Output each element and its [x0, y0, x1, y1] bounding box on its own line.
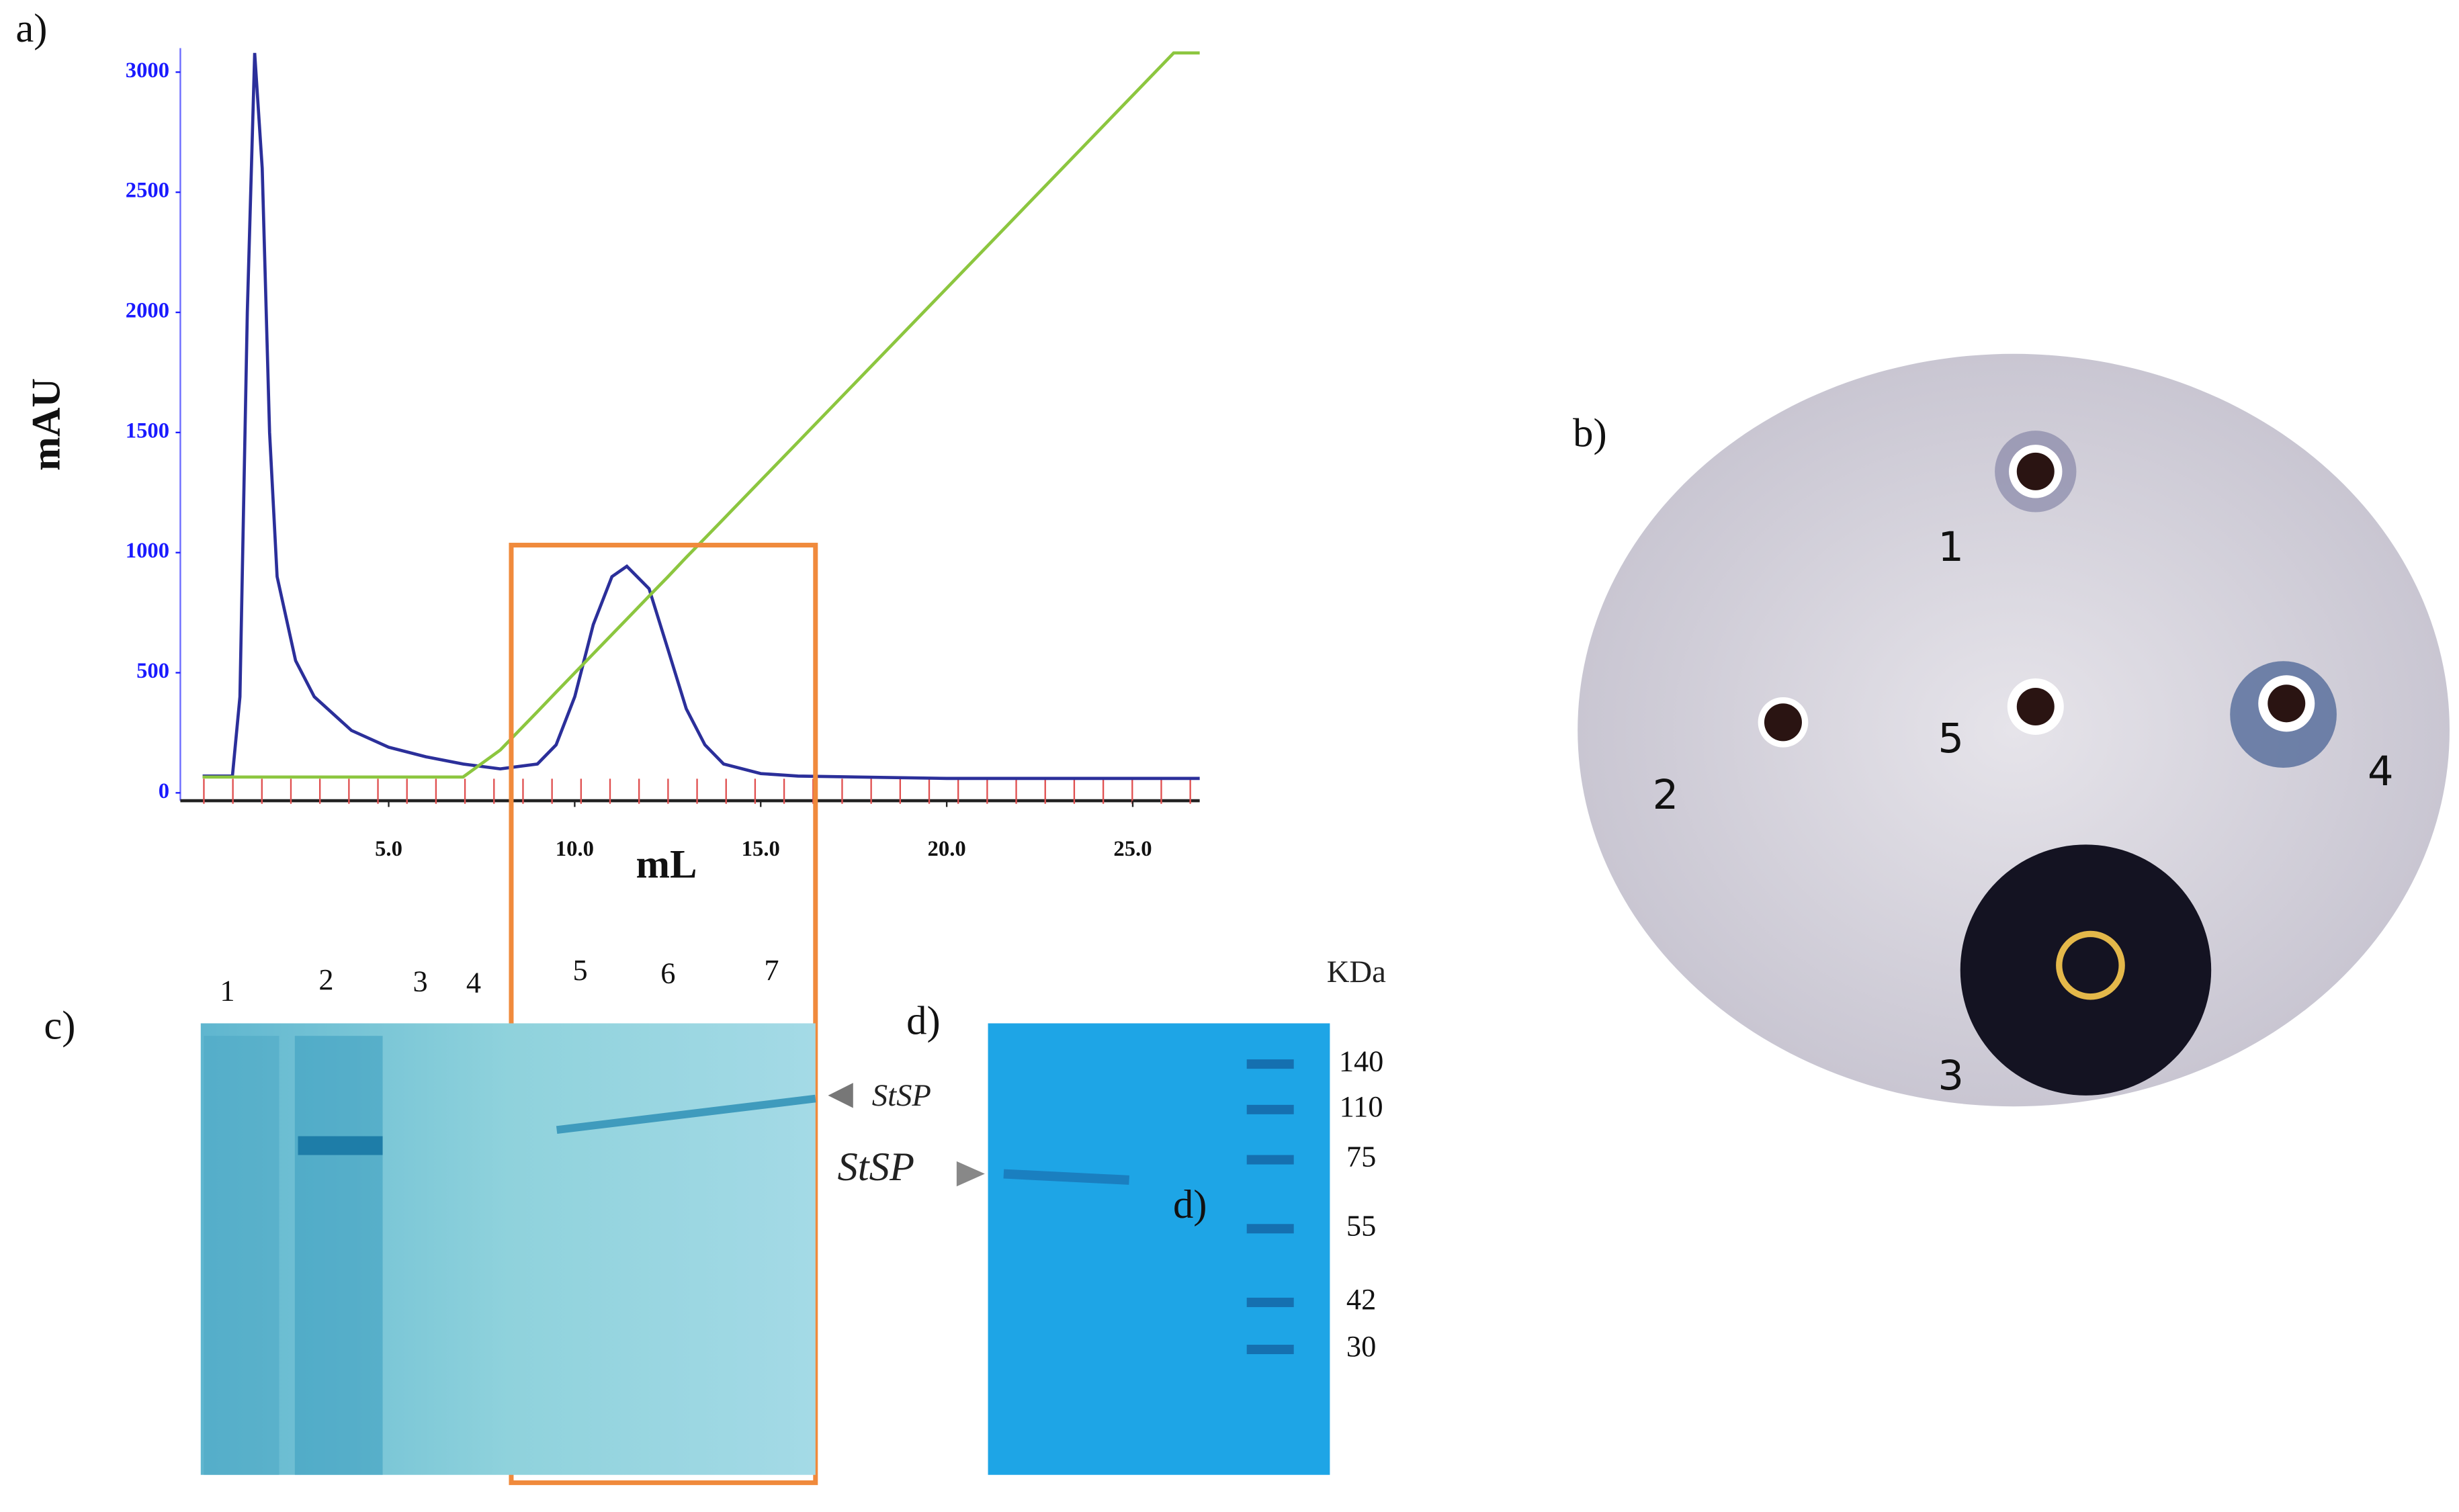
marker-label: 42 — [1346, 1282, 1376, 1316]
marker-lane: 140 110 75 55 42 30 — [1246, 1044, 1384, 1363]
well-label: 5 — [1938, 715, 1964, 762]
lane-label: 6 — [660, 957, 675, 990]
lane — [204, 1036, 279, 1475]
gel — [200, 1023, 816, 1475]
panel-label: a) — [15, 6, 47, 51]
marker-label: 110 — [1340, 1089, 1383, 1123]
y-axis-label: mAU — [24, 378, 69, 471]
marker-band — [1246, 1344, 1294, 1354]
well-label: 4 — [2368, 748, 2394, 795]
marker-label: 140 — [1339, 1044, 1384, 1077]
well — [2016, 687, 2055, 725]
well-label: 3 — [1938, 1053, 1964, 1100]
series-line — [202, 51, 1200, 779]
well — [2016, 452, 2055, 490]
marker-band — [1246, 1224, 1294, 1234]
lane — [294, 1036, 383, 1475]
x-tick-label: 25.0 — [1113, 837, 1152, 861]
x-tick-label: 15.0 — [742, 837, 780, 861]
marker-band — [1246, 1155, 1294, 1165]
marker-label: 55 — [1346, 1208, 1376, 1242]
panel-label: b) — [1573, 410, 1607, 455]
fraction-ticks — [203, 779, 1191, 804]
arrow — [828, 1083, 853, 1108]
lane-label: 4 — [466, 966, 481, 999]
x-axis-label: mL — [636, 842, 697, 887]
well — [2268, 684, 2306, 723]
band — [298, 1136, 383, 1155]
y-tick-label: 1500 — [126, 418, 169, 443]
y-tick-label: 500 — [136, 659, 169, 683]
band-label: StSP — [872, 1078, 931, 1113]
highlight-box — [509, 543, 818, 1485]
well-label: 2 — [1653, 772, 1679, 819]
marker-band — [1246, 1059, 1294, 1069]
well — [1764, 703, 1802, 742]
lane-label: 5 — [573, 953, 588, 987]
unit-label: KDa — [1327, 954, 1386, 989]
lane-label: 1 — [220, 973, 234, 1007]
halo — [1960, 844, 2212, 1096]
gel — [988, 1023, 1330, 1475]
x-tick-label: 10.0 — [556, 837, 594, 861]
marker-band — [1246, 1297, 1294, 1307]
marker-band — [1246, 1104, 1294, 1114]
y-tick-label: 2000 — [126, 299, 169, 323]
y-tick-label: 2500 — [126, 179, 169, 203]
x-tick-label: 5.0 — [375, 837, 402, 861]
marker-label: 75 — [1346, 1140, 1376, 1173]
arrow — [956, 1161, 985, 1187]
band-label: StSP — [837, 1145, 914, 1190]
lane-label: 7 — [764, 953, 779, 987]
y-tick-label: 0 — [159, 779, 169, 803]
lane-label: 3 — [413, 964, 427, 997]
panel-label: d) — [906, 999, 941, 1044]
band — [556, 1094, 816, 1134]
series-line — [202, 52, 1200, 781]
inner-label: d) — [1173, 1182, 1207, 1227]
well — [2056, 930, 2125, 1000]
plate — [1578, 353, 2450, 1107]
y-tick-label: 3000 — [126, 58, 169, 83]
y-tick-label: 1000 — [126, 539, 169, 563]
marker-label: 30 — [1346, 1329, 1376, 1363]
panel-label: c) — [44, 1004, 75, 1049]
band — [1003, 1169, 1129, 1185]
x-tick-label: 20.0 — [928, 837, 966, 861]
well-label: 1 — [1938, 524, 1964, 571]
lane-label: 2 — [318, 963, 333, 996]
